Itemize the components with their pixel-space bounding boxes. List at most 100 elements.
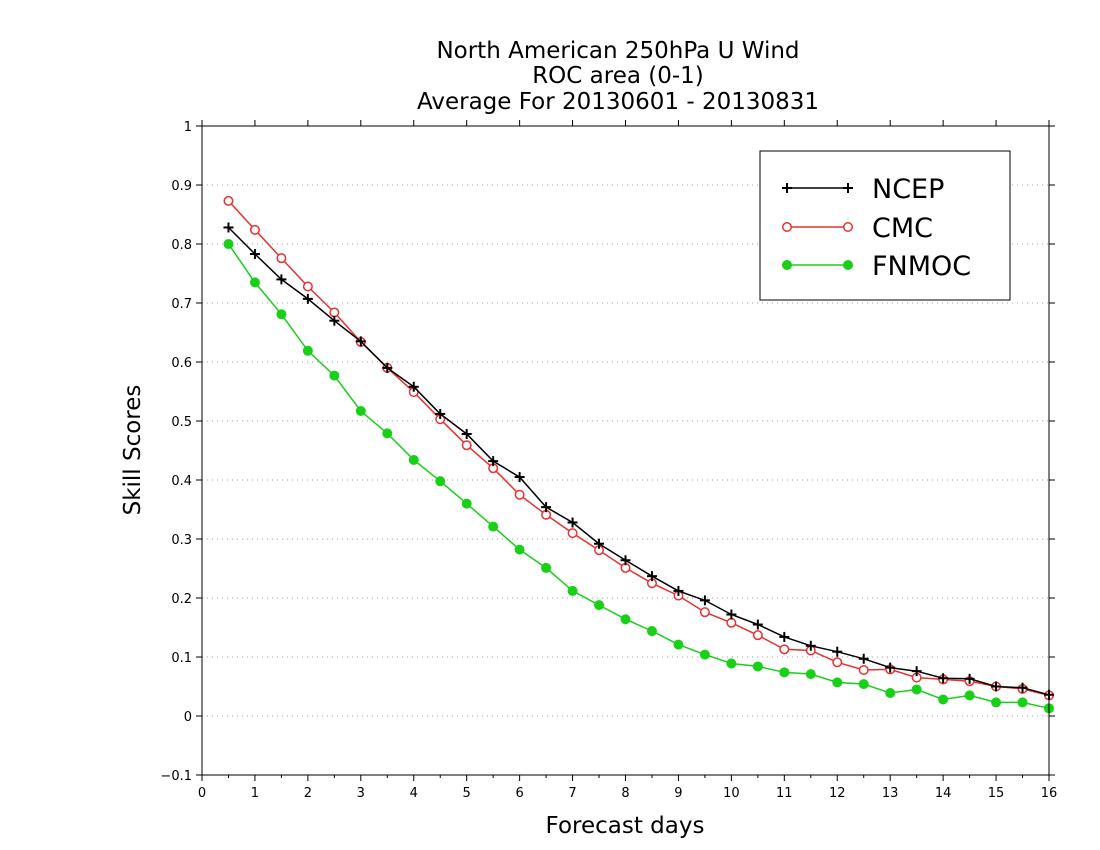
x-tick-label: 10 [723,786,740,801]
data-point-ncep [329,315,340,326]
x-tick-label: 12 [829,786,846,801]
x-tick-label: 16 [1041,786,1058,801]
data-point-ncep [646,571,657,582]
legend-marker-fnmoc [782,260,792,270]
data-point-ncep [355,336,366,347]
y-tick-label: 0.8 [171,238,192,253]
y-tick-label: 0.5 [171,415,192,430]
data-point-ncep [382,362,393,373]
y-tick-label: 0.9 [171,179,192,194]
title-line-1: North American 250hPa U Wind [436,38,799,64]
data-point-fnmoc [938,694,949,705]
y-tick-label: 0.6 [171,356,192,371]
legend: NCEP CMC FNMOC [759,150,1011,301]
x-tick-label: 3 [357,786,365,801]
data-point-fnmoc [752,661,763,672]
data-point-ncep [832,646,843,657]
data-point-fnmoc [646,626,657,637]
data-point-fnmoc [382,428,393,439]
data-point-fnmoc [726,658,737,669]
data-point-ncep [752,619,763,630]
x-tick-label: 6 [515,786,523,801]
data-point-cmc [752,630,763,641]
data-point-cmc [567,528,578,539]
data-point-cmc [514,489,525,500]
data-point-cmc [249,224,260,235]
data-point-fnmoc [223,239,234,249]
x-tick-label: 9 [674,786,682,801]
data-point-cmc [858,664,869,675]
series-line-fnmoc [227,243,1050,710]
data-point-ncep [858,653,869,664]
data-point-ncep [594,538,605,549]
x-tick-label: 14 [935,786,952,801]
x-tick-label: 13 [882,786,899,801]
x-tick-label: 8 [621,786,629,801]
data-point-ncep [223,222,234,233]
data-point-fnmoc [964,690,975,701]
x-axis-label: Forecast days [546,813,705,839]
data-point-ncep [699,595,710,606]
data-point-fnmoc [911,684,922,695]
data-point-fnmoc [594,600,605,611]
data-point-fnmoc [779,667,790,678]
data-point-fnmoc [673,639,684,650]
title-line-2: ROC area (0-1) [532,63,704,89]
data-point-fnmoc [620,614,631,625]
x-tick-label: 4 [410,786,418,801]
data-point-ncep [779,631,790,642]
data-point-ncep [991,681,1002,692]
data-point-ncep [276,274,287,285]
x-tick-label: 15 [988,786,1005,801]
data-point-cmc [699,607,710,618]
legend-entry-ncep: NCEP [782,174,944,205]
data-point-cmc [223,195,234,206]
data-point-fnmoc [249,277,260,288]
data-point-fnmoc [858,679,869,690]
series-ncep [223,222,1054,700]
data-point-fnmoc [435,476,446,487]
data-point-cmc [276,253,287,264]
data-point-fnmoc [567,585,578,596]
x-tick-label: 2 [304,786,312,801]
data-point-ncep [673,585,684,596]
data-point-cmc [832,657,843,668]
series-fnmoc [223,239,1054,714]
y-tick-label: 0.1 [171,651,192,666]
legend-box [759,150,1011,301]
y-axis-label: Skill Scores [120,385,146,516]
x-tick-label: 1 [251,786,259,801]
data-point-fnmoc [699,649,710,660]
y-tick-label: 0.4 [171,474,192,489]
data-point-fnmoc [832,677,843,688]
data-point-ncep [302,293,313,304]
y-tick-label: −0.1 [160,769,192,784]
data-point-fnmoc [461,498,472,509]
data-point-fnmoc [329,370,340,381]
data-point-cmc [302,281,313,292]
data-point-ncep [567,517,578,528]
data-point-ncep [461,428,472,439]
data-point-ncep [726,609,737,620]
y-tick-label: 0 [184,710,192,725]
data-point-ncep [1017,682,1028,693]
y-tick-label: 1 [184,120,192,135]
legend-marker-cmc [782,222,792,232]
data-point-cmc [726,617,737,628]
data-point-ncep [249,249,260,260]
legend-marker-fnmoc [843,260,853,270]
data-point-fnmoc [991,697,1002,708]
legend-entry-cmc: CMC [782,213,933,244]
data-series [223,195,1054,714]
data-point-ncep [488,456,499,467]
data-point-ncep [885,662,896,673]
legend-marker-ncep [782,183,792,193]
axis-ticks: −0.100.10.20.30.40.50.60.70.80.910 1 2 3 4 5 6… [160,120,1057,801]
data-point-fnmoc [885,687,896,698]
data-point-fnmoc [302,345,313,356]
y-tick-label: 0.7 [171,297,192,312]
data-point-fnmoc [541,562,552,573]
data-point-ncep [620,555,631,566]
data-point-fnmoc [514,544,525,555]
